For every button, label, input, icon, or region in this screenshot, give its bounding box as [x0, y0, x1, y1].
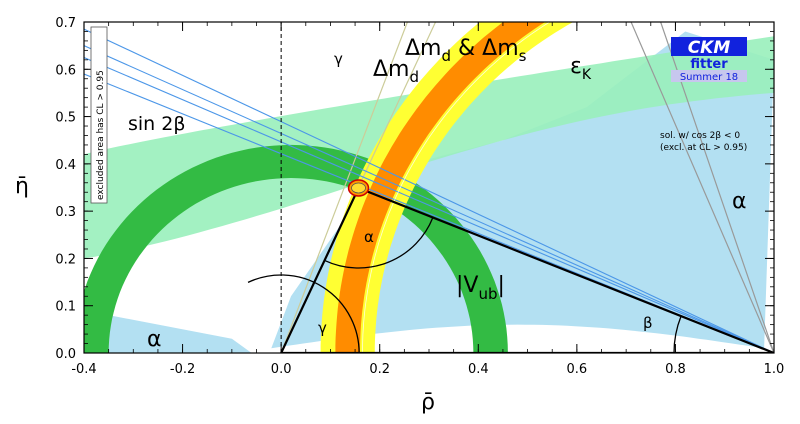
x-tick-label: -0.4	[71, 362, 96, 377]
ckmfitter-logo: CKM fitter Summer 18	[671, 37, 747, 83]
excluded-area-note: excluded area has CL > 0.95	[90, 26, 108, 204]
svg-text:Summer 18: Summer 18	[680, 72, 738, 83]
epsilon-k-label: εK	[570, 54, 592, 83]
delta-md-ms-label: Δmd & Δms	[405, 36, 527, 65]
cos2beta-note-line1: sol. w/ cos 2β < 0	[660, 131, 740, 141]
sin2beta-line-2	[84, 45, 774, 353]
alpha-triangle-label: α	[364, 228, 374, 246]
x-tick-label: 0.6	[567, 362, 588, 377]
delta-md-label: Δmd	[373, 57, 419, 86]
triangle-outline	[279, 186, 774, 353]
alpha-constraint-left-region	[84, 310, 252, 353]
x-tick-label: -0.2	[170, 362, 195, 377]
y-tick-label: 0.6	[55, 63, 76, 78]
plot-area	[84, 22, 774, 353]
beta-triangle-label: β	[643, 314, 653, 332]
y-tick-label: 0.2	[55, 252, 76, 267]
tick-labels: -0.4 -0.2 0.0 0.2 0.4 0.6 0.8 1.0 0.0 0.1 0.2 0.3 0.…	[55, 16, 784, 377]
x-axis-label: ρ̄	[421, 390, 435, 415]
alpha-arc	[324, 217, 434, 269]
vub-label: |Vub|	[456, 273, 505, 303]
x-tick-label: 0.8	[665, 362, 686, 377]
gamma-arc	[247, 274, 360, 353]
y-tick-label: 0.5	[55, 111, 76, 126]
contour-line	[362, 22, 551, 353]
axis-ticks	[83, 21, 775, 354]
confidence-contours	[362, 22, 551, 353]
cos2beta-note-line2: (excl. at CL > 0.95)	[660, 143, 747, 153]
y-tick-label: 0.7	[55, 16, 76, 31]
beta-arc	[673, 315, 682, 353]
unitarity-triangle	[247, 186, 774, 353]
x-tick-label: 0.4	[468, 362, 489, 377]
x-tick-label: 1.0	[764, 362, 785, 377]
gamma-triangle-label: γ	[318, 319, 327, 337]
svg-text:excluded area has CL > 0.95: excluded area has CL > 0.95	[96, 70, 106, 200]
gamma-top-label: γ	[334, 50, 343, 68]
gamma-line-1	[280, 22, 408, 353]
x-tick-label: 0.2	[369, 362, 390, 377]
y-tick-label: 0.1	[55, 300, 76, 315]
alpha-right-label: α	[732, 189, 747, 214]
delta-md-constraint-annulus	[320, 22, 574, 353]
best-fit-region	[347, 179, 370, 197]
sin2beta-line-1	[84, 56, 774, 353]
delta-md-ms-constraint-annulus	[335, 22, 546, 353]
y-tick-label: 0.4	[55, 158, 76, 173]
svg-text:CKM: CKM	[688, 38, 731, 58]
sin2beta-label: sin 2β	[128, 113, 185, 135]
alpha-constraint-region	[271, 31, 774, 349]
alpha-left-label: α	[147, 327, 162, 352]
best-fit-ellipse-inner	[351, 182, 366, 194]
y-tick-label: 0.3	[55, 205, 76, 220]
cos2beta-line-0	[630, 22, 774, 353]
y-tick-label: 0.0	[55, 347, 76, 362]
y-axis-label: η̄	[15, 174, 29, 199]
sin2beta-line-3	[84, 28, 774, 353]
svg-text:fitter: fitter	[690, 57, 728, 72]
x-tick-label: 0.0	[271, 362, 292, 377]
